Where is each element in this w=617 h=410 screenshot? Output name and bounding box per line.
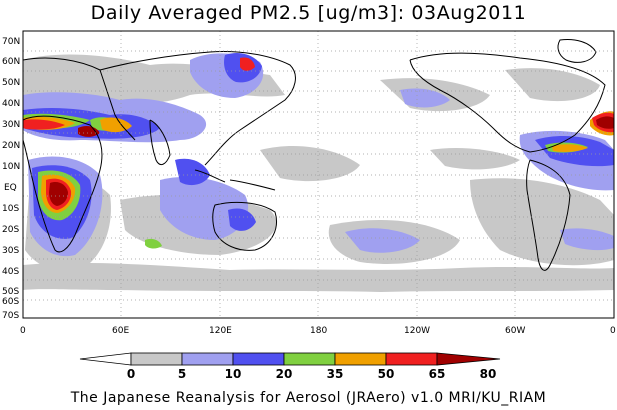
lon-label: 60E (112, 326, 129, 336)
lon-label: 60W (505, 326, 525, 336)
colorbar-label: 5 (178, 367, 186, 381)
colorbar-segment (181, 352, 234, 366)
lat-label: 70S (2, 311, 19, 321)
lat-label: EQ (4, 183, 17, 193)
map-title: Daily Averaged PM2.5 [ug/m3]: 03Aug2011 (90, 2, 527, 24)
colorbar-segment (232, 352, 285, 366)
colorbar-label: 20 (276, 367, 293, 381)
lon-label: 0 (20, 326, 26, 336)
colorbar-label: 0 (127, 367, 135, 381)
lon-label: 180 (310, 326, 327, 336)
lat-label: 50N (2, 78, 20, 88)
level-80-plus (49, 116, 614, 206)
lat-label: 40N (2, 99, 20, 109)
lon-label: 0 (610, 326, 616, 336)
lat-label: 20S (2, 225, 19, 235)
colorbar-segment (334, 352, 387, 366)
concentration-field (23, 39, 614, 292)
lat-label: 10N (2, 162, 20, 172)
lat-labels: 70N 60N 50N 40N 30N 20N 10N EQ 10S 20S 3… (2, 37, 20, 321)
lon-label: 120E (209, 326, 232, 336)
lat-label: 40S (2, 267, 19, 277)
lon-label: 120W (404, 326, 430, 336)
lat-label: 50S (2, 287, 19, 297)
colorbar-label: 65 (429, 367, 446, 381)
colorbar-segment (130, 352, 183, 366)
lat-label: 30N (2, 120, 20, 130)
lat-label: 70N (2, 37, 20, 47)
colorbar-label: 50 (378, 367, 395, 381)
colorbar-label: 35 (327, 367, 344, 381)
footer-credit: The Japanese Reanalysis for Aerosol (JRA… (70, 390, 547, 406)
coastlines (23, 39, 606, 271)
colorbar-segment (385, 352, 438, 366)
colorbar: 0 5 10 20 35 50 65 80 (79, 352, 501, 381)
lat-label: 10S (2, 204, 19, 214)
colorbar-segment (283, 352, 336, 366)
colorbar-label: 10 (225, 367, 242, 381)
lat-label: 60N (2, 57, 20, 67)
colorbar-segment (436, 352, 501, 366)
lon-labels: 0 60E 120E 180 120W 60W 0 (20, 326, 616, 336)
lat-label: 30S (2, 246, 19, 256)
lat-label: 20N (2, 141, 20, 151)
colorbar-segment (79, 352, 132, 366)
graticule (23, 31, 614, 318)
colorbar-label: 80 (480, 367, 497, 381)
lat-label: 60S (2, 297, 19, 307)
